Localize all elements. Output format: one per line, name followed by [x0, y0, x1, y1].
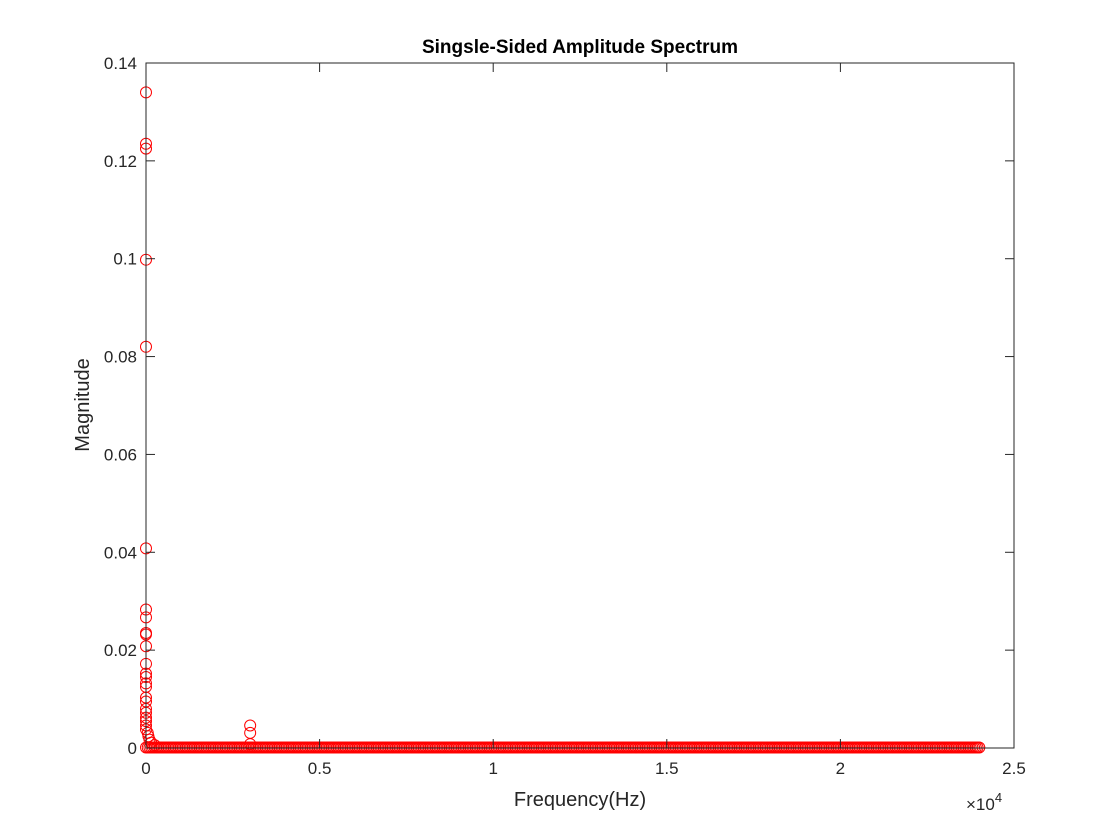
x-axis-label: Frequency(Hz): [514, 789, 646, 811]
x-axis-exponent: ×104: [966, 790, 1002, 814]
x-tick-label: 0: [141, 759, 150, 778]
y-tick-label: 0.08: [104, 348, 137, 367]
x-tick-label: 1: [488, 759, 497, 778]
y-tick-label: 0.06: [104, 445, 137, 464]
x-tick-label: 1.5: [655, 759, 679, 778]
y-tick-label: 0.02: [104, 641, 137, 660]
axis-ticks: 0 0.5 1 1.5 2 2.5 0 0.02 0.04 0.06 0.08 0.1 0.12 0.14: [104, 54, 1026, 778]
spectrum-peak-point: [244, 738, 257, 751]
x-exponent-power: 4: [995, 790, 1002, 805]
x-exponent-base: ×10: [966, 795, 995, 814]
y-axis-label: Magnitude: [72, 358, 94, 451]
spectrum-peak-point: [148, 739, 161, 752]
plot-area: [146, 63, 1014, 748]
x-tick-label: 2: [836, 759, 845, 778]
spectrum-peak-point: [244, 719, 257, 732]
x-tick-label: 2.5: [1002, 759, 1026, 778]
y-tick-label: 0.1: [113, 250, 137, 269]
y-tick-label: 0: [128, 739, 137, 758]
y-tick-label: 0.04: [104, 543, 137, 562]
y-tick-label: 0.14: [104, 54, 137, 73]
y-tick-label: 0.12: [104, 152, 137, 171]
x-tick-label: 0.5: [308, 759, 332, 778]
chart-title: Singsle-Sided Amplitude Spectrum: [422, 37, 738, 58]
axes-box: [145, 62, 1015, 749]
